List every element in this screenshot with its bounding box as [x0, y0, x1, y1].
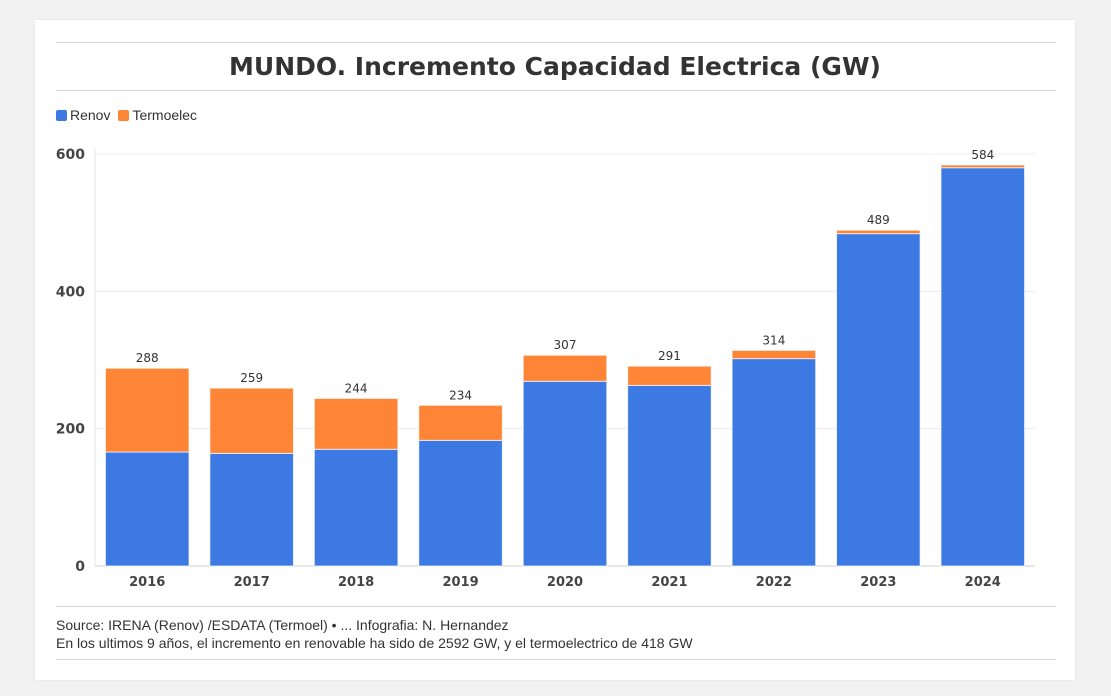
legend-item-termoelec[interactable]: Termoelec [118, 107, 197, 123]
y-tick-label: 600 [56, 147, 85, 163]
y-tick-label: 200 [56, 422, 85, 438]
top-divider [56, 42, 1056, 43]
x-tick-label: 2021 [651, 575, 687, 590]
bar-termoelec-2021 [627, 365, 712, 386]
bar-renov-2020 [522, 380, 608, 567]
x-tick-label: 2024 [965, 575, 1001, 590]
bar-termoelec-2024 [940, 164, 1026, 169]
x-tick-label: 2022 [756, 575, 792, 590]
bar-termoelec-2016 [104, 367, 190, 453]
bar-termoelec-2017 [209, 387, 294, 454]
bar-termoelec-2019 [418, 404, 503, 441]
bar-renov-2017 [209, 452, 294, 567]
bar-renov-2016 [104, 451, 190, 567]
legend-swatch [56, 109, 67, 121]
x-tick-label: 2017 [234, 575, 270, 590]
legend: Renov Termoelec [56, 107, 197, 123]
footer-divider [56, 606, 1056, 607]
bar-renov-2022 [731, 358, 817, 567]
data-label: 307 [554, 338, 577, 352]
data-label: 244 [345, 381, 368, 395]
bar-renov-2024 [940, 167, 1026, 567]
data-label: 288 [136, 351, 159, 365]
bar-renov-2021 [627, 384, 712, 567]
bar-termoelec-2022 [731, 349, 817, 360]
bar-termoelec-2023 [836, 229, 921, 235]
chart-title: MUNDO. Incremento Capacidad Electrica (G… [229, 52, 881, 81]
data-label: 489 [867, 213, 890, 227]
legend-label: Termoelec [132, 107, 198, 123]
legend-swatch [118, 109, 130, 121]
x-tick-label: 2019 [442, 575, 478, 590]
title-divider [56, 90, 1056, 91]
data-label: 584 [971, 148, 994, 162]
bottom-divider [56, 659, 1056, 660]
legend-label: Renov [70, 107, 111, 123]
x-tick-label: 2018 [338, 575, 374, 590]
data-label: 259 [240, 371, 263, 385]
note-text: En los ultimos 9 años, el incremento en … [56, 635, 693, 651]
legend-item-renov[interactable]: Renov [56, 107, 110, 123]
bar-termoelec-2020 [522, 354, 608, 382]
bar-renov-2018 [313, 448, 399, 567]
x-tick-label: 2023 [860, 575, 896, 590]
bar-renov-2023 [836, 233, 921, 567]
y-tick-label: 400 [56, 284, 85, 300]
data-label: 314 [762, 333, 785, 347]
data-label: 291 [658, 349, 681, 363]
chart-card: MUNDO. Incremento Capacidad Electrica (G… [35, 20, 1075, 680]
plot-area: 0 200 400 600 288 2016 259 2017 244 2018 234 2019 30… [56, 147, 1035, 590]
bar-renov-2019 [418, 439, 503, 567]
x-tick-label: 2020 [547, 575, 583, 590]
bar-termoelec-2018 [313, 397, 399, 450]
x-tick-label: 2016 [129, 575, 165, 590]
footer: Source: IRENA (Renov) /ESDATA (Termoel) … [56, 616, 693, 652]
source-text: Source: IRENA (Renov) /ESDATA (Termoel) … [56, 617, 509, 633]
data-label: 234 [449, 388, 472, 402]
y-tick-label: 0 [75, 559, 85, 575]
